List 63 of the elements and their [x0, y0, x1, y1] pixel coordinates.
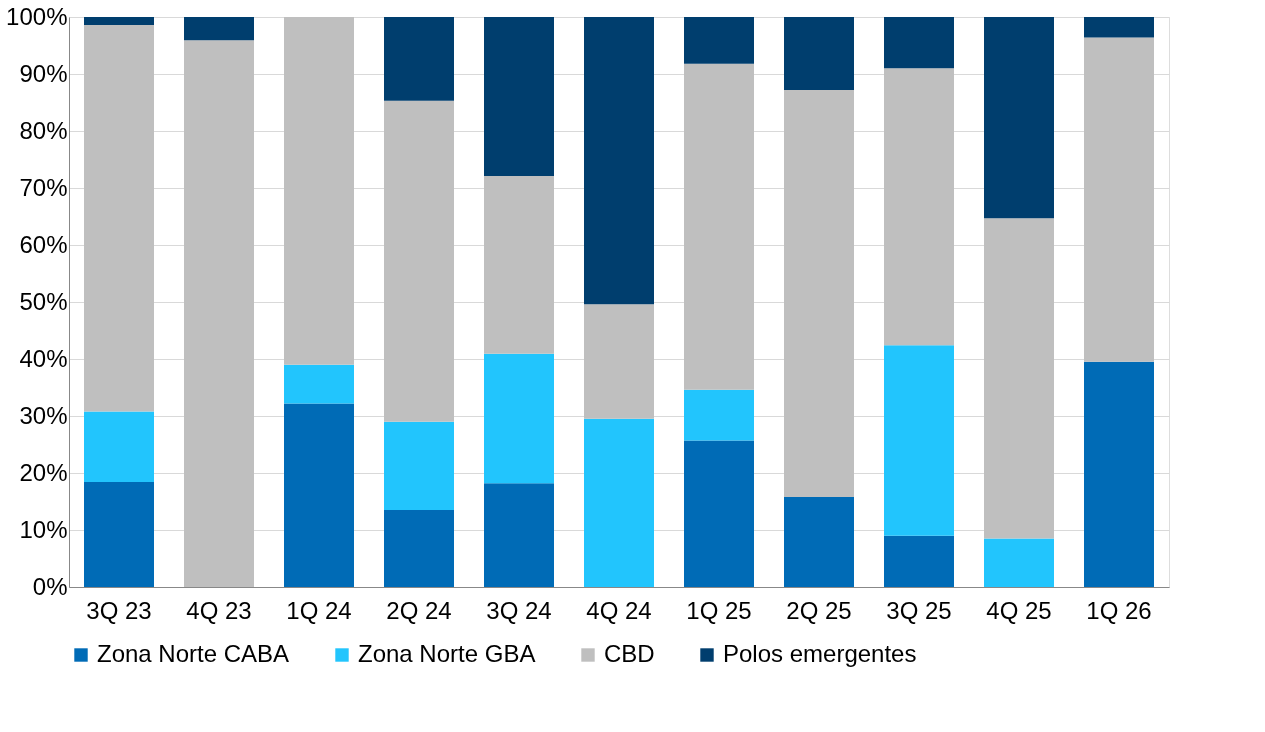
bar	[84, 411, 154, 483]
y-tick-label: 70%	[19, 173, 68, 201]
y-tick-label: 80%	[19, 116, 68, 144]
bar	[884, 68, 954, 346]
bar	[84, 17, 154, 25]
bar	[184, 40, 254, 587]
legend-label: Zona Norte CABA	[97, 640, 290, 667]
bar	[1084, 17, 1154, 38]
bar	[684, 389, 754, 441]
x-tick-label: 2Q 24	[386, 596, 452, 624]
y-tick-label: 100%	[6, 2, 68, 30]
y-tick-label: 90%	[19, 59, 68, 87]
bar	[284, 403, 354, 587]
bar	[984, 538, 1054, 587]
bar	[484, 353, 554, 484]
y-tick-label: 50%	[19, 287, 68, 315]
bar	[684, 63, 754, 390]
y-tick-label: 60%	[19, 230, 68, 258]
bar	[784, 89, 854, 497]
bar	[684, 440, 754, 587]
bar	[384, 17, 454, 101]
bar	[584, 17, 654, 305]
y-tick-label: 40%	[19, 344, 68, 372]
x-tick-label: 1Q 24	[286, 596, 352, 624]
x-tick-label: 1Q 25	[686, 596, 752, 624]
bar	[184, 17, 254, 41]
x-tick-label: 3Q 25	[886, 596, 952, 624]
x-tick-label: 4Q 24	[586, 596, 652, 624]
legend-label: Polos emergentes	[723, 640, 917, 667]
x-tick-label: 3Q 24	[486, 596, 552, 624]
bar	[384, 510, 454, 587]
x-tick-label: 3Q 23	[86, 596, 152, 624]
bar	[284, 17, 354, 365]
bar	[884, 17, 954, 69]
bar	[84, 24, 154, 412]
y-tick-label: 20%	[19, 458, 68, 486]
bar	[84, 482, 154, 587]
bar	[484, 17, 554, 177]
bar	[284, 364, 354, 404]
x-tick-label: 2Q 25	[786, 596, 852, 624]
bar	[1084, 37, 1154, 362]
x-tick-label: 4Q 23	[186, 596, 252, 624]
bar	[584, 418, 654, 587]
legend-label: CBD	[604, 640, 655, 667]
x-tick-label: 1Q 26	[1086, 596, 1152, 624]
bar	[384, 421, 454, 511]
bar	[484, 176, 554, 354]
bar	[684, 17, 754, 64]
bar	[784, 17, 854, 90]
y-tick-label: 30%	[19, 401, 68, 429]
bar	[784, 496, 854, 587]
bar	[984, 218, 1054, 539]
bar	[384, 100, 454, 422]
x-tick-label: 4Q 25	[986, 596, 1052, 624]
bar	[584, 304, 654, 419]
bar	[884, 535, 954, 587]
y-tick-label: 0%	[32, 572, 68, 600]
bar	[884, 345, 954, 536]
legend-label: Zona Norte GBA	[358, 640, 536, 667]
y-tick-label: 10%	[19, 515, 68, 543]
bar	[484, 483, 554, 587]
bar	[984, 17, 1054, 219]
bar	[1084, 361, 1154, 587]
